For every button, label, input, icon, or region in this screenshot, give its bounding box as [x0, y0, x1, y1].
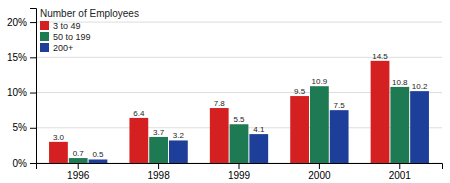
x-tick-label: 1998 [147, 170, 170, 181]
legend-item: 3 to 49 [40, 21, 81, 31]
legend-label: 50 to 199 [53, 32, 91, 42]
legend-label: 200+ [53, 43, 73, 53]
data-labels: 3.0 6.4 7.8 9.5 14.5 0.7 3.7 5.5 10.9 10.8 0.5 3.2 4… [53, 52, 428, 160]
bar [330, 110, 349, 163]
y-tick-mark [30, 22, 36, 23]
bar [290, 96, 309, 163]
x-tick-mark [239, 163, 240, 169]
data-label: 10.9 [312, 77, 328, 86]
bar [230, 124, 249, 163]
y-tick-label: 0% [13, 158, 28, 169]
data-label: 14.5 [372, 52, 388, 61]
legend-swatch [40, 21, 49, 30]
x-tick: 1998 [147, 163, 170, 181]
x-tick-mark [158, 163, 159, 169]
data-label: 0.5 [92, 150, 104, 159]
legend: Number of Employees 3 to 4950 to 199200+ [40, 8, 139, 53]
x-tick-label: 1996 [67, 170, 90, 181]
bar [371, 61, 390, 163]
legend-swatch [40, 32, 49, 41]
y-tick: 5% [13, 122, 36, 133]
data-label: 0.7 [73, 149, 85, 158]
x-tick: 1999 [228, 163, 251, 181]
y-axis: 0% 5% 10% 15% 20% [7, 9, 37, 169]
data-label: 3.2 [173, 131, 185, 140]
y-tick-label: 20% [7, 17, 27, 28]
plot-area: 0% 5% 10% 15% 20% 1996 1998 1999 2000 2001 3.0 6.4 7… [7, 8, 443, 181]
x-tick-mark [78, 163, 79, 169]
bar [129, 118, 148, 163]
legend-title: Number of Employees [40, 8, 139, 19]
data-label: 6.4 [133, 109, 145, 118]
bar [410, 91, 429, 163]
x-tick-label: 1999 [228, 170, 251, 181]
bar [210, 108, 229, 163]
y-tick-mark [30, 93, 36, 94]
bar [69, 158, 88, 163]
x-tick-mark [399, 163, 400, 169]
y-axis-line [30, 9, 37, 164]
y-tick: 20% [7, 17, 36, 28]
grid-line [36, 22, 442, 23]
x-tick-label: 2001 [389, 170, 412, 181]
legend-swatch [40, 43, 49, 52]
bar-series [49, 61, 389, 163]
x-axis-line [37, 164, 443, 170]
y-tick-mark [30, 57, 36, 58]
data-label: 4.1 [253, 125, 265, 134]
y-tick: 10% [7, 87, 36, 98]
chart-svg: 0% 5% 10% 15% 20% 1996 1998 1999 2000 2001 3.0 6.4 7… [0, 0, 450, 183]
bar [149, 137, 168, 163]
y-tick-label: 10% [7, 87, 27, 98]
x-tick-label: 2000 [308, 170, 331, 181]
x-tick: 2001 [389, 163, 412, 181]
legend-item: 50 to 199 [40, 32, 91, 42]
x-axis: 1996 1998 1999 2000 2001 [37, 163, 443, 181]
data-label: 10.2 [412, 82, 428, 91]
chart-container: 0% 5% 10% 15% 20% 1996 1998 1999 2000 2001 3.0 6.4 7… [0, 0, 450, 183]
grid [36, 22, 442, 163]
data-label: 9.5 [294, 87, 306, 96]
bar [89, 159, 108, 163]
y-tick-label: 5% [13, 122, 28, 133]
data-label: 7.5 [334, 101, 346, 110]
y-tick: 15% [7, 52, 36, 63]
bar [249, 134, 268, 163]
data-label: 5.5 [233, 115, 245, 124]
bar-series [69, 86, 409, 163]
y-tick-mark [30, 163, 36, 164]
y-tick: 0% [13, 158, 36, 169]
bars [49, 61, 429, 163]
bar-series [89, 91, 429, 163]
legend-item: 200+ [40, 43, 73, 53]
bar [390, 87, 409, 163]
data-label: 3.0 [53, 133, 65, 142]
data-label: 10.8 [392, 78, 408, 87]
bar [169, 140, 188, 163]
legend-label: 3 to 49 [53, 21, 81, 31]
data-label: 3.7 [153, 128, 165, 137]
bar [310, 86, 329, 163]
y-tick-mark [30, 128, 36, 129]
y-tick-label: 15% [7, 52, 27, 63]
x-tick: 1996 [67, 163, 90, 181]
data-label: 7.8 [214, 99, 226, 108]
x-tick: 2000 [308, 163, 331, 181]
bar [49, 142, 68, 163]
x-tick-mark [319, 163, 320, 169]
